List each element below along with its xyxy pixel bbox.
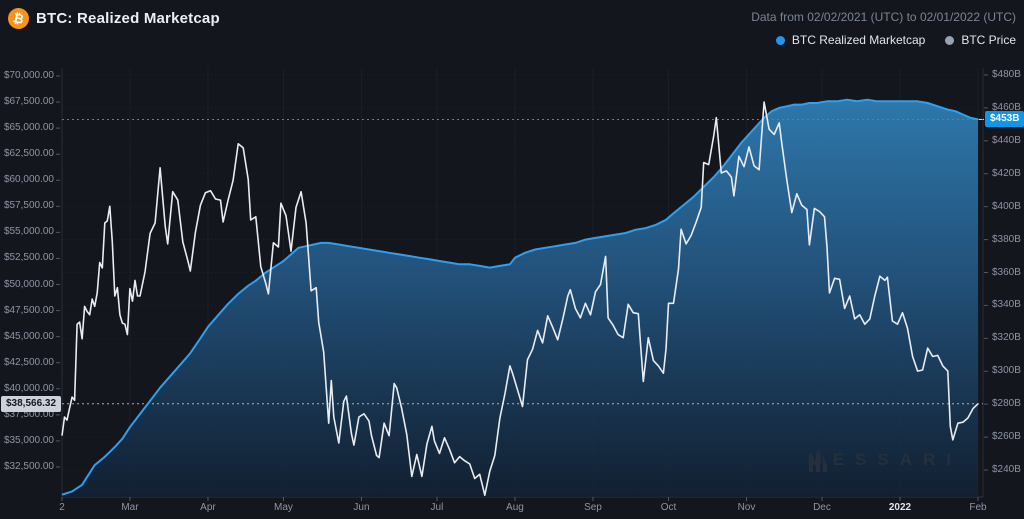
y-axis-label-left: $35,000.00: [3, 434, 54, 446]
y-axis-label-right: $360B: [992, 266, 1021, 278]
y-axis-label-left: $67,500.00: [3, 96, 54, 108]
marketcap-dot-icon: [775, 35, 785, 45]
x-axis-label: 2: [59, 502, 65, 513]
y-axis-label-right: $480B: [992, 69, 1021, 80]
y-axis-label-left: $42,500.00: [3, 356, 54, 368]
watermark-text: MESSARI: [807, 450, 962, 469]
x-axis-label: Nov: [737, 502, 756, 513]
y-axis-label-left: $52,500.00: [3, 252, 54, 264]
y-axis-label-left: $55,000.00: [3, 226, 54, 238]
marketcap-value-badge: $453B: [985, 111, 1024, 128]
legend: BTC Realized Marketcap BTC Price: [775, 33, 1016, 47]
y-axis-label-left: $70,000.00: [3, 70, 54, 81]
y-axis-label-right: $460B: [992, 101, 1021, 113]
marketcap-area: [62, 99, 978, 497]
y-axis-label-left: $62,500.00: [3, 148, 54, 160]
x-axis-label: Oct: [660, 502, 677, 513]
y-axis-label-right: $440B: [992, 134, 1021, 146]
watermark: MESSARI: [807, 450, 962, 472]
y-axis-label-right: $280B: [992, 398, 1021, 410]
page-title: BTC: Realized Marketcap: [36, 10, 220, 27]
x-axis-label: Feb: [969, 502, 987, 513]
legend-item-price[interactable]: BTC Price: [945, 33, 1016, 47]
legend-item-marketcap[interactable]: BTC Realized Marketcap: [775, 33, 926, 47]
y-axis-label-left: $45,000.00: [3, 330, 54, 342]
y-axis-label-right: $240B: [992, 464, 1021, 475]
y-axis-label-right: $420B: [992, 167, 1021, 179]
y-axis-label-left: $60,000.00: [3, 174, 54, 186]
y-axis-label-right: $300B: [992, 365, 1021, 377]
price-value-badge: $38,566.32: [1, 395, 62, 412]
y-axis-label-right: $380B: [992, 233, 1021, 245]
x-axis-label: Apr: [200, 502, 216, 513]
y-axis-label-left: $65,000.00: [3, 122, 54, 134]
x-axis-label: Sep: [584, 502, 602, 513]
date-range-label: Data from 02/02/2021 (UTC) to 02/01/2022…: [751, 10, 1016, 24]
y-axis-label-left: $57,500.00: [3, 200, 54, 212]
y-axis-label-right: $400B: [992, 200, 1021, 212]
y-axis-label-left: $47,500.00: [3, 304, 54, 316]
y-axis-label-left: $50,000.00: [3, 278, 54, 290]
x-axis-label: Mar: [121, 502, 139, 513]
price-dot-icon: [945, 35, 955, 45]
x-axis-label: Aug: [506, 502, 524, 513]
y-axis-label-left: $32,500.00: [3, 461, 54, 472]
x-axis-label: 2022: [888, 502, 912, 513]
marketcap-line: [61, 98, 979, 496]
y-axis-label-left: $37,500.00: [3, 408, 54, 420]
y-axis-label-right: $340B: [992, 299, 1021, 311]
legend-label-marketcap: BTC Realized Marketcap: [791, 33, 926, 47]
y-axis-label-right: $260B: [992, 431, 1021, 443]
y-axis-label-right: $320B: [992, 332, 1021, 344]
legend-label-price: BTC Price: [961, 33, 1016, 47]
x-axis-label: Dec: [813, 502, 831, 513]
price-line: [61, 101, 979, 496]
x-axis-label: May: [273, 502, 293, 513]
x-axis-label: Jul: [430, 502, 444, 513]
messari-logo-icon: [808, 450, 827, 472]
x-axis-label: Jun: [353, 502, 370, 513]
y-axis-label-left: $40,000.00: [3, 382, 54, 394]
